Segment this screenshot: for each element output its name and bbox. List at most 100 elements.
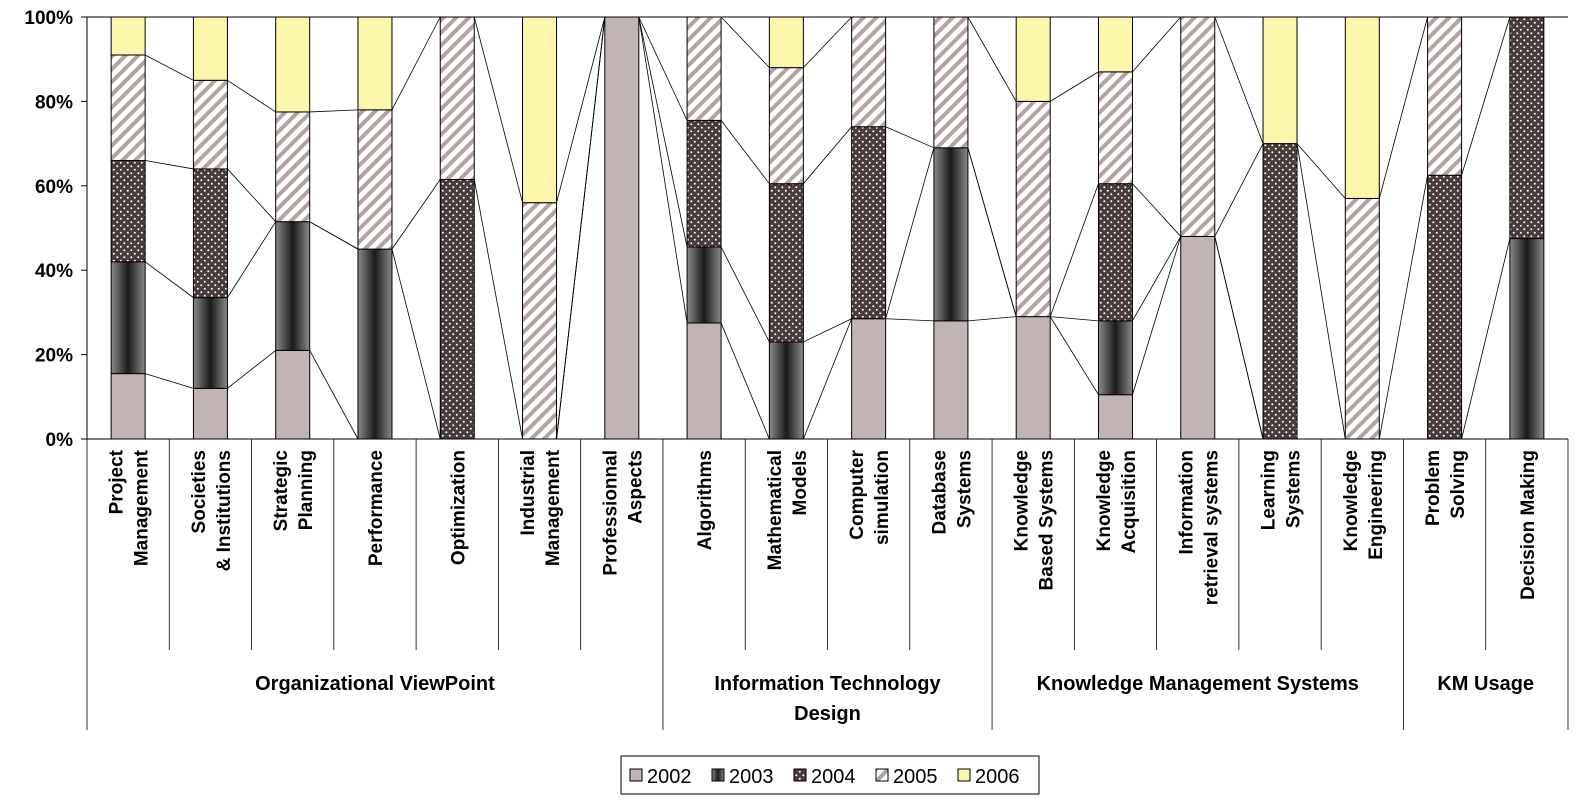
series-connector-2002 — [885, 318, 934, 322]
group-labels: Organizational ViewPoint Information Tech… — [255, 673, 1534, 725]
bar-segment-2005 — [1015, 100, 1051, 318]
category-label: Knowledge Engineering — [1341, 450, 1387, 560]
series-connector-2005 — [556, 16, 606, 203]
series-connector-2004 — [803, 126, 852, 184]
bar-segment-2006 — [768, 16, 804, 69]
bar-segment-2003 — [357, 248, 393, 440]
bar-segment-2005 — [1097, 71, 1133, 185]
series-connector-2005 — [1214, 16, 1264, 144]
series-connector-2005 — [227, 79, 276, 113]
bar-segment-2003 — [1509, 238, 1545, 440]
bar-segment-2005 — [439, 16, 475, 180]
legend-label-2002: 2002 — [647, 766, 692, 788]
category-label: Decision Making — [1518, 450, 1539, 600]
bar-segment-2004 — [851, 126, 887, 320]
group-label: Knowledge Management Systems — [1037, 673, 1359, 695]
bar-segment-2002 — [686, 322, 722, 440]
bar-segment-2004 — [1509, 16, 1545, 240]
series-connector-2003 — [391, 249, 441, 440]
series-connector-2004 — [473, 179, 523, 440]
bar-segment-2006 — [1344, 16, 1380, 199]
bar-segment-2002 — [275, 349, 311, 440]
series-connector-2004 — [309, 221, 359, 250]
series-connector-2002 — [1132, 236, 1182, 395]
category-label: Database Systems — [929, 450, 975, 535]
legend-label-2004: 2004 — [811, 766, 856, 788]
bar-segment-2003 — [1097, 320, 1133, 396]
category-label: Information retrieval systems — [1176, 450, 1222, 605]
category-label: Knowledge Based Systems — [1012, 450, 1058, 590]
series-connector-2003 — [1461, 238, 1511, 440]
series-connector-2004 — [885, 126, 935, 149]
category-label: Performance — [366, 450, 387, 566]
legend-swatch-2003 — [711, 768, 725, 782]
category-label: Mathematical Models — [765, 450, 811, 570]
series-connector-2005 — [1296, 143, 1346, 199]
bar-segment-2005 — [275, 111, 311, 223]
y-tick-label: 60% — [35, 177, 73, 198]
series-connector-2005 — [309, 109, 358, 113]
group-label: Information Technology Design — [714, 673, 941, 725]
series-connector-2003 — [1050, 316, 1099, 322]
category-label: Knowledge Acquisition — [1094, 450, 1140, 553]
series-connector-2005 — [144, 54, 194, 81]
y-tick-label: 20% — [35, 346, 73, 367]
bar-segment-2005 — [768, 67, 804, 185]
series-connector-2004 — [967, 147, 1017, 317]
bar-segment-2004 — [110, 159, 146, 263]
series-connector-2004 — [638, 16, 688, 121]
bar-segment-2003 — [192, 297, 228, 389]
legend-swatch-2005 — [875, 768, 889, 782]
series-connector-2004 — [1296, 143, 1346, 440]
series-connector-2004 — [145, 160, 194, 170]
bar-segment-2002 — [1015, 316, 1051, 440]
bar-segment-2004 — [1427, 174, 1463, 440]
series-connector-2005 — [803, 16, 852, 68]
series-connector-2004 — [391, 179, 441, 250]
legend-swatch-2002 — [629, 768, 643, 782]
group-label: Organizational ViewPoint — [255, 673, 495, 695]
y-tick-label: 0% — [46, 430, 74, 451]
series-connector-2002 — [967, 316, 1017, 322]
bar-segment-2006 — [522, 16, 558, 204]
bars-layer — [110, 16, 1545, 440]
series-connector-2005 — [391, 16, 441, 111]
series-connector-2003 — [1132, 236, 1182, 322]
bar-segment-2005 — [1427, 16, 1463, 176]
bar-segment-2006 — [275, 16, 311, 113]
bar-segment-2006 — [357, 16, 393, 111]
series-connector-2002 — [638, 16, 688, 324]
bar-segment-2002 — [192, 387, 228, 440]
bar-segment-2003 — [110, 261, 146, 375]
series-connector-2005 — [473, 16, 523, 203]
series-connector-2003 — [638, 16, 688, 248]
bar-segment-2002 — [604, 16, 640, 440]
series-connector-2004 — [227, 168, 276, 222]
bar-segment-2003 — [933, 147, 969, 322]
series-connector-2005 — [1378, 16, 1428, 199]
bar-segment-2006 — [1262, 16, 1298, 145]
category-label: Professionnal Aspects — [600, 450, 646, 576]
series-connector-2005 — [967, 16, 1017, 102]
bar-segment-2006 — [110, 16, 146, 56]
series-connector-2004 — [1049, 183, 1099, 317]
bar-segment-2005 — [1180, 16, 1216, 237]
series-connector-2002 — [1049, 316, 1099, 395]
bar-segment-2005 — [357, 109, 393, 250]
bar-segment-2006 — [1015, 16, 1051, 102]
bar-segment-2004 — [686, 119, 722, 248]
bar-segment-2004 — [439, 178, 475, 440]
legend: 2002 2003 2004 2005 2006 — [620, 755, 1040, 795]
category-label: Learning Systems — [1259, 450, 1305, 530]
bar-segment-2005 — [933, 16, 969, 149]
bar-segment-2005 — [192, 79, 228, 170]
series-connector-2002 — [720, 322, 770, 440]
category-label: Strategic Planning — [271, 450, 317, 532]
series-connector-2002 — [802, 318, 853, 440]
bar-segment-2005 — [522, 202, 558, 440]
category-label: Computer simulation — [847, 449, 893, 545]
category-label: Algorithms — [695, 450, 716, 550]
axis-layer: 0% 20% 40% 60% 80% 100% — [24, 8, 1569, 730]
bar-segment-2006 — [192, 16, 228, 81]
